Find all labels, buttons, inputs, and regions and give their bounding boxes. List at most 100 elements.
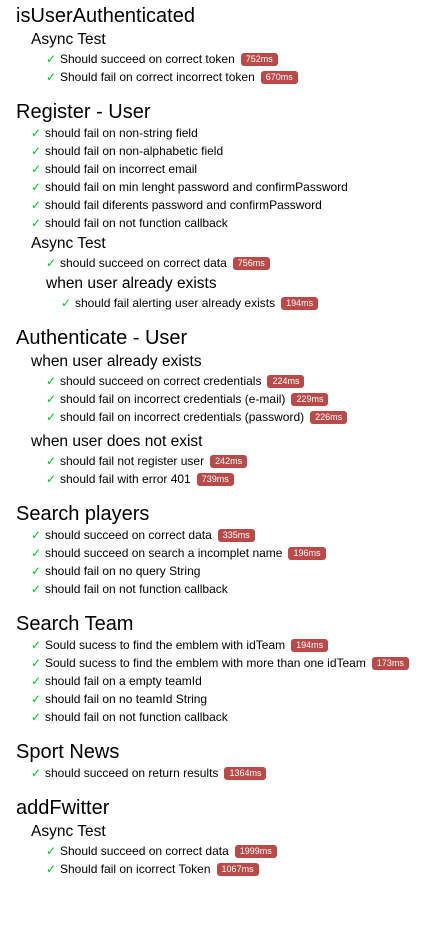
- test-suite: isUserAuthenticated Async Test ✓ Should suc…: [0, 4, 446, 86]
- test-item[interactable]: ✓ Sould sucess to find the emblem with id…: [0, 636, 446, 654]
- test-name: should fail on not function callback: [45, 710, 228, 724]
- suite-title[interactable]: Async Test: [31, 823, 106, 840]
- test-item[interactable]: ✓ should fail on a empty teamId: [0, 672, 446, 690]
- test-item[interactable]: ✓ should fail on not function callback: [0, 580, 446, 598]
- test-item[interactable]: ✓ should fail on min lenght password and …: [0, 178, 446, 196]
- test-item[interactable]: ✓ should fail on not function callback: [0, 708, 446, 726]
- test-item[interactable]: ✓ should fail on non-alphabetic field: [0, 142, 446, 160]
- suite-title[interactable]: when user already exists: [46, 275, 217, 292]
- test-item[interactable]: ✓ should fail on incorrect email: [0, 160, 446, 178]
- test-item[interactable]: ✓ should fail on incorrect credentials (p…: [0, 408, 446, 426]
- test-suite: when user does not exist ✓ should fail not…: [0, 432, 446, 488]
- test-item[interactable]: ✓ should succeed on correct credentials 22…: [0, 372, 446, 390]
- test-name: should fail on non-string field: [45, 126, 198, 140]
- suite-title[interactable]: Register - User: [16, 101, 151, 123]
- duration-badge: 1999ms: [234, 844, 277, 858]
- test-item[interactable]: ✓ should fail on no teamId String: [0, 690, 446, 708]
- suite-title[interactable]: when user does not exist: [31, 433, 203, 450]
- test-list: ✓ should fail on non-string field ✓ should …: [0, 124, 446, 232]
- suite-title[interactable]: when user already exists: [31, 353, 202, 370]
- pass-check-icon: ✓: [46, 70, 57, 84]
- duration-badge: 173ms: [371, 656, 409, 670]
- test-name: Sould sucess to find the emblem with mor…: [45, 656, 366, 670]
- duration-badge: 1067ms: [216, 862, 259, 876]
- test-list: ✓ Should succeed on correct data 1999ms ✓ Sh…: [0, 842, 446, 878]
- test-name: should succeed on correct data: [60, 256, 227, 270]
- test-item[interactable]: ✓ should succeed on search a incomplet na…: [0, 544, 446, 562]
- suite-title[interactable]: Search players: [16, 503, 150, 525]
- pass-check-icon: ✓: [31, 766, 42, 780]
- test-item[interactable]: ✓ should succeed on correct data 335ms: [0, 526, 446, 544]
- test-suite: Register - User ✓ should fail on non-strin…: [0, 100, 446, 312]
- test-item[interactable]: ✓ Should succeed on correct token 752ms: [0, 50, 446, 68]
- pass-check-icon: ✓: [46, 862, 57, 876]
- pass-check-icon: ✓: [31, 674, 42, 688]
- pass-check-icon: ✓: [31, 126, 42, 140]
- test-suite: Authenticate - User when user already exi…: [0, 326, 446, 488]
- pass-check-icon: ✓: [46, 256, 57, 270]
- test-list: ✓ should succeed on correct data 335ms ✓ sho…: [0, 526, 446, 598]
- test-item[interactable]: ✓ should fail with error 401 739ms: [0, 470, 446, 488]
- test-list: ✓ Should succeed on correct token 752ms ✓ Sh…: [0, 50, 446, 86]
- test-name: should fail on not function callback: [45, 582, 228, 596]
- test-name: should fail on non-alphabetic field: [45, 144, 224, 158]
- test-name: should fail on incorrect credentials (e-…: [60, 392, 286, 406]
- test-item[interactable]: ✓ should fail on no query String: [0, 562, 446, 580]
- test-name: should fail on incorrect email: [45, 162, 198, 176]
- test-item[interactable]: ✓ Sould sucess to find the emblem with mo…: [0, 654, 446, 672]
- suite-title[interactable]: addFwitter: [16, 797, 110, 819]
- test-item[interactable]: ✓ should fail alerting user already exist…: [0, 294, 446, 312]
- test-list: ✓ should succeed on correct data 756ms: [0, 254, 446, 272]
- test-item[interactable]: ✓ should succeed on correct data 756ms: [0, 254, 446, 272]
- test-list: ✓ should fail alerting user already exist…: [0, 294, 446, 312]
- pass-check-icon: ✓: [31, 710, 42, 724]
- test-name: Should succeed on correct data: [60, 844, 229, 858]
- pass-check-icon: ✓: [31, 638, 42, 652]
- duration-badge: 229ms: [291, 392, 329, 406]
- test-item[interactable]: ✓ should fail diferents password and conf…: [0, 196, 446, 214]
- pass-check-icon: ✓: [46, 392, 57, 406]
- test-item[interactable]: ✓ should fail on incorrect credentials (e…: [0, 390, 446, 408]
- test-report: isUserAuthenticated Async Test ✓ Should suc…: [0, 4, 446, 878]
- duration-badge: 226ms: [310, 410, 348, 424]
- test-suite: addFwitter Async Test ✓ Should succeed on c…: [0, 796, 446, 878]
- test-suite: Async Test ✓ Should succeed on correct dat…: [0, 822, 446, 878]
- pass-check-icon: ✓: [31, 180, 42, 194]
- suite-title[interactable]: isUserAuthenticated: [16, 5, 195, 27]
- duration-badge: 194ms: [281, 296, 319, 310]
- test-item[interactable]: ✓ Should succeed on correct data 1999ms: [0, 842, 446, 860]
- test-suite: Async Test ✓ Should succeed on correct tok…: [0, 30, 446, 86]
- test-item[interactable]: ✓ Should fail on icorrect Token 1067ms: [0, 860, 446, 878]
- test-item[interactable]: ✓ Should fail on correct incorrect token 6…: [0, 68, 446, 86]
- suite-title[interactable]: Authenticate - User: [16, 327, 188, 349]
- duration-badge: 224ms: [267, 374, 305, 388]
- test-item[interactable]: ✓ should fail on non-string field: [0, 124, 446, 142]
- test-item[interactable]: ✓ should fail not register user 242ms: [0, 452, 446, 470]
- test-name: should succeed on search a incomplet nam…: [45, 546, 283, 560]
- test-suite: Async Test ✓ should succeed on correct dat…: [0, 234, 446, 312]
- suite-title[interactable]: Async Test: [31, 235, 106, 252]
- suite-title[interactable]: Search Team: [16, 613, 134, 635]
- test-name: should fail diferents password and confi…: [45, 198, 322, 212]
- test-suite: Search players ✓ should succeed on correct…: [0, 502, 446, 598]
- test-item[interactable]: ✓ should succeed on return results 1364ms: [0, 764, 446, 782]
- test-name: should fail on min lenght password and c…: [45, 180, 348, 194]
- duration-badge: 335ms: [217, 528, 255, 542]
- test-item[interactable]: ✓ should fail on not function callback: [0, 214, 446, 232]
- pass-check-icon: ✓: [31, 564, 42, 578]
- pass-check-icon: ✓: [31, 198, 42, 212]
- pass-check-icon: ✓: [31, 692, 42, 706]
- test-list: ✓ should succeed on correct credentials 22…: [0, 372, 446, 426]
- pass-check-icon: ✓: [46, 454, 57, 468]
- test-suite: Sport News ✓ should succeed on return resu…: [0, 740, 446, 782]
- pass-check-icon: ✓: [46, 374, 57, 388]
- duration-badge: 194ms: [291, 638, 329, 652]
- duration-badge: 756ms: [232, 256, 270, 270]
- test-name: Should fail on correct incorrect token: [60, 70, 255, 84]
- test-name: Sould sucess to find the emblem with idT…: [45, 638, 286, 652]
- suite-title[interactable]: Sport News: [16, 741, 120, 763]
- test-name: should succeed on correct data: [45, 528, 212, 542]
- test-suite: when user already exists ✓ should succeed …: [0, 352, 446, 426]
- suite-title[interactable]: Async Test: [31, 31, 106, 48]
- test-name: should fail on incorrect credentials (pa…: [60, 410, 305, 424]
